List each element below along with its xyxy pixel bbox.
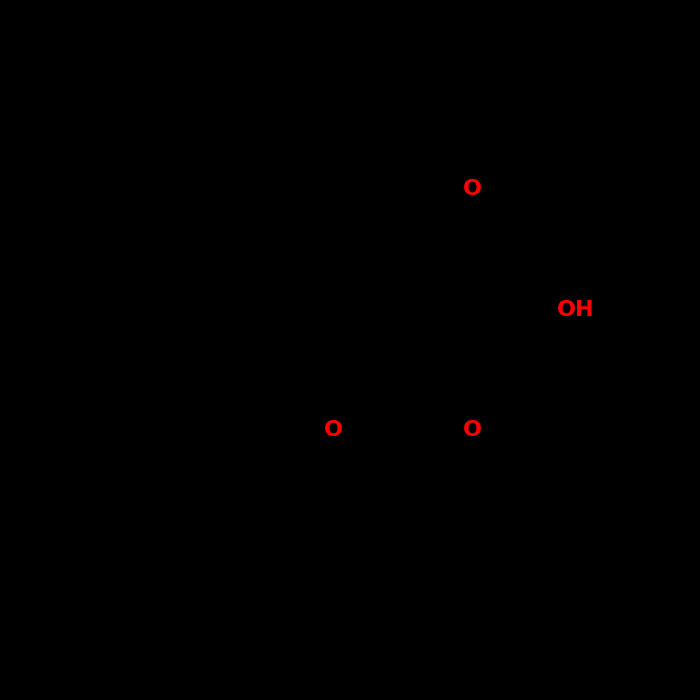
Text: O: O xyxy=(463,179,482,199)
Text: OH: OH xyxy=(556,300,594,320)
Text: O: O xyxy=(463,421,482,440)
Text: O: O xyxy=(323,421,342,440)
